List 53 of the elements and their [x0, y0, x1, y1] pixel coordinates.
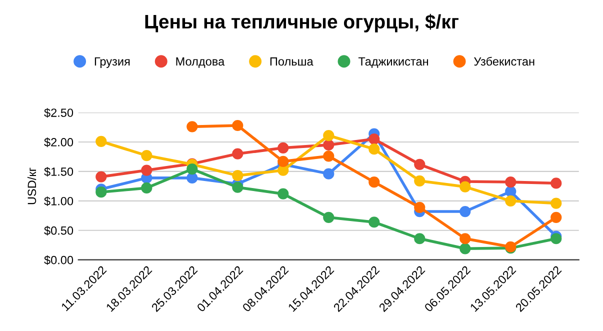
chart-title: Цены на тепличные огурцы, $/кг — [145, 14, 458, 32]
point — [323, 150, 334, 162]
point — [414, 158, 426, 170]
point — [460, 233, 471, 244]
y-tick-label: $1.50 — [44, 166, 74, 177]
point — [232, 120, 244, 132]
point — [278, 156, 289, 167]
point — [414, 233, 426, 244]
point — [186, 121, 198, 132]
y-tick-label: $2.00 — [44, 138, 74, 148]
point — [368, 216, 380, 228]
point — [186, 172, 198, 184]
point — [232, 148, 244, 160]
y-axis-title: USD/кг — [27, 168, 36, 204]
point — [505, 195, 516, 206]
point — [550, 212, 562, 223]
y-tick-label: $2.50 — [44, 108, 74, 118]
point — [96, 136, 107, 147]
point — [550, 178, 562, 189]
legend-label: Молдова — [176, 57, 225, 68]
point — [278, 142, 289, 154]
point — [460, 181, 471, 192]
point — [323, 168, 334, 180]
point — [505, 176, 516, 188]
legend-label: Польша — [270, 57, 314, 66]
point — [550, 198, 562, 209]
legend-label: Грузия — [94, 57, 130, 68]
point — [323, 212, 334, 223]
point — [460, 206, 471, 218]
point — [414, 202, 426, 213]
point — [278, 188, 289, 200]
point — [186, 164, 198, 175]
point — [141, 164, 152, 176]
point — [323, 139, 334, 150]
y-tick-label: $1.00 — [44, 196, 74, 206]
point — [414, 175, 426, 186]
point — [96, 186, 107, 198]
point — [96, 171, 107, 182]
point — [550, 233, 562, 244]
point — [232, 182, 244, 193]
point — [141, 182, 152, 194]
point — [278, 164, 289, 176]
point — [141, 150, 152, 162]
y-tick-label: $0.00 — [44, 255, 74, 265]
y-tick-label: $0.50 — [44, 226, 74, 236]
point — [460, 243, 471, 254]
legend-label: Узбекистан — [474, 56, 534, 66]
point — [368, 144, 380, 155]
point — [368, 133, 380, 145]
point — [232, 170, 244, 182]
point — [323, 130, 334, 142]
point — [368, 176, 380, 188]
legend-label: Таджикистан — [358, 57, 428, 68]
